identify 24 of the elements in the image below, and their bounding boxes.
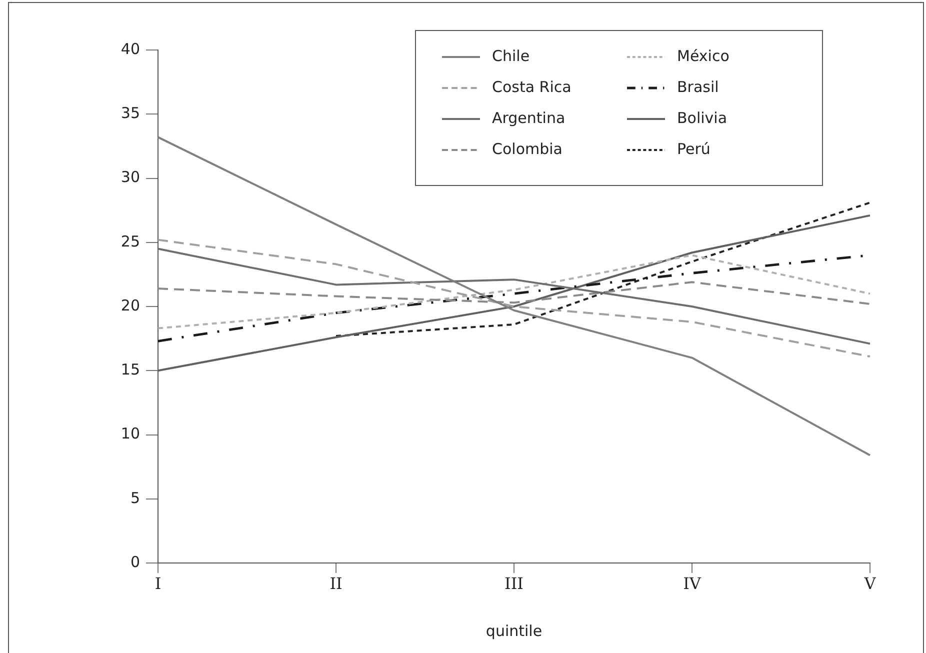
legend-label: Colombia — [492, 140, 562, 158]
line-series — [157, 238, 871, 358]
legend-label: Perú — [677, 140, 710, 158]
y-tick-label: 40 — [120, 40, 140, 58]
y-tick-label: 35 — [120, 104, 140, 122]
y-tick-label: 15 — [120, 360, 140, 379]
y-tick-label: 25 — [120, 232, 140, 250]
legend-label: Costa Rica — [492, 78, 572, 96]
x-tick-label: I — [154, 574, 162, 593]
legend-label: Chile — [492, 46, 530, 65]
x-axis-title: quintile — [486, 622, 542, 640]
x-tick-label: III — [504, 574, 524, 593]
y-tick-label: 20 — [120, 296, 140, 314]
legend-label: Brasil — [677, 78, 719, 96]
x-tick-label: II — [330, 574, 342, 593]
legend-label: México — [677, 46, 730, 65]
legend-label: Bolivia — [677, 108, 728, 127]
y-tick-label: 30 — [120, 168, 140, 186]
x-tick-label: IV — [683, 574, 702, 593]
y-tick-label: 5 — [130, 488, 140, 507]
y-tick-label: 0 — [130, 552, 140, 571]
x-tick-label: V — [863, 574, 876, 593]
legend-label: Argentina — [492, 108, 566, 127]
y-tick-label: 10 — [120, 424, 140, 443]
